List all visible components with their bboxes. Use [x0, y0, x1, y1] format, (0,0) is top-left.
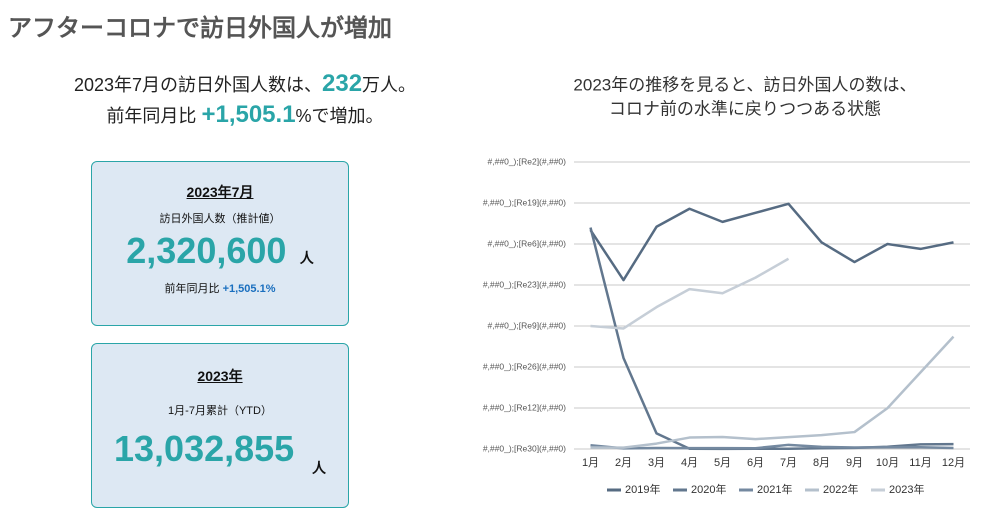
x-tick-label: 10月: [876, 457, 899, 469]
series-line: [589, 227, 954, 451]
headline-number: +1,505.1: [201, 101, 296, 128]
headline-text: 万人。: [362, 75, 417, 95]
x-tick-label: 5月: [714, 457, 731, 469]
series-line: [589, 202, 954, 282]
headline-number: 232: [322, 70, 363, 97]
x-tick-label: 9月: [846, 457, 863, 469]
headline: 2023年7月の訪日外国人数は、232万人。: [40, 70, 450, 98]
yoy-value: +1,505.1%: [222, 283, 276, 295]
headline-text: 2023年7月の訪日外国人数は、: [73, 75, 322, 95]
slide-title: アフターコロナで訪日外国人が増加: [8, 15, 392, 42]
series-line: [590, 257, 790, 330]
monthly-box: 2023年7月 訪日外国人数（推計値） 2,320,600 人 前年同月比 +1…: [91, 161, 349, 326]
box-label: 1月-7月累計（YTD）: [168, 405, 272, 417]
x-tick-label: 1月: [582, 457, 599, 469]
chart-title: コロナ前の水準に戻りつつある状態: [609, 99, 881, 118]
x-tick-label: 8月: [813, 457, 830, 469]
x-tick-label: 6月: [747, 457, 764, 469]
box-label: 訪日外国人数（推計値）: [159, 213, 281, 225]
headline-text: 前年同月比: [106, 106, 202, 126]
ytd-box: 2023年 1月-7月累計（YTD） 13,032,855 人: [91, 343, 349, 508]
y-tick-label: #,##0_);[Re23](#,##0): [483, 279, 566, 289]
y-tick-label: #,##0_);[Re19](#,##0): [483, 197, 566, 207]
y-tick-label: #,##0_);[Re26](#,##0): [483, 361, 566, 371]
box-period: 2023年7月: [186, 184, 254, 200]
x-tick-label: 2月: [615, 457, 632, 469]
x-tick-label: 3月: [648, 457, 665, 469]
legend-label: 2023年: [889, 482, 924, 496]
chart: 2023年の推移を見ると、訪日外国人の数は、 コロナ前の水準に戻りつつある状態 …: [483, 75, 970, 496]
legend-label: 2019年: [625, 482, 660, 496]
x-tick-label: 4月: [681, 457, 698, 469]
headline: 前年同月比 +1,505.1%で増加。: [40, 101, 450, 129]
box-value: 2,320,600: [126, 230, 287, 271]
legend-label: 2021年: [757, 482, 792, 496]
series-line: [590, 443, 954, 450]
yoy-label: 前年同月比: [164, 283, 220, 295]
legend-label: 2022年: [823, 482, 858, 496]
x-tick-label: 7月: [780, 457, 797, 469]
box-value: 13,032,855: [114, 428, 295, 469]
y-tick-label: #,##0_);[Re30](#,##0): [483, 443, 566, 453]
x-tick-label: 12月: [942, 457, 965, 469]
headline-text: %で増加。: [295, 106, 384, 126]
y-tick-label: #,##0_);[Re9](#,##0): [488, 320, 567, 330]
box-unit: 人: [311, 460, 326, 476]
box-unit: 人: [299, 250, 314, 266]
x-tick-label: 11月: [909, 457, 931, 469]
box-period: 2023年: [197, 368, 243, 384]
series-line: [590, 335, 955, 449]
y-tick-label: #,##0_);[Re6](#,##0): [488, 238, 567, 248]
legend-label: 2020年: [691, 482, 726, 496]
chart-title: 2023年の推移を見ると、訪日外国人の数は、: [573, 75, 916, 94]
y-tick-label: #,##0_);[Re12](#,##0): [483, 402, 566, 412]
y-tick-label: #,##0_);[Re2](#,##0): [488, 156, 567, 166]
